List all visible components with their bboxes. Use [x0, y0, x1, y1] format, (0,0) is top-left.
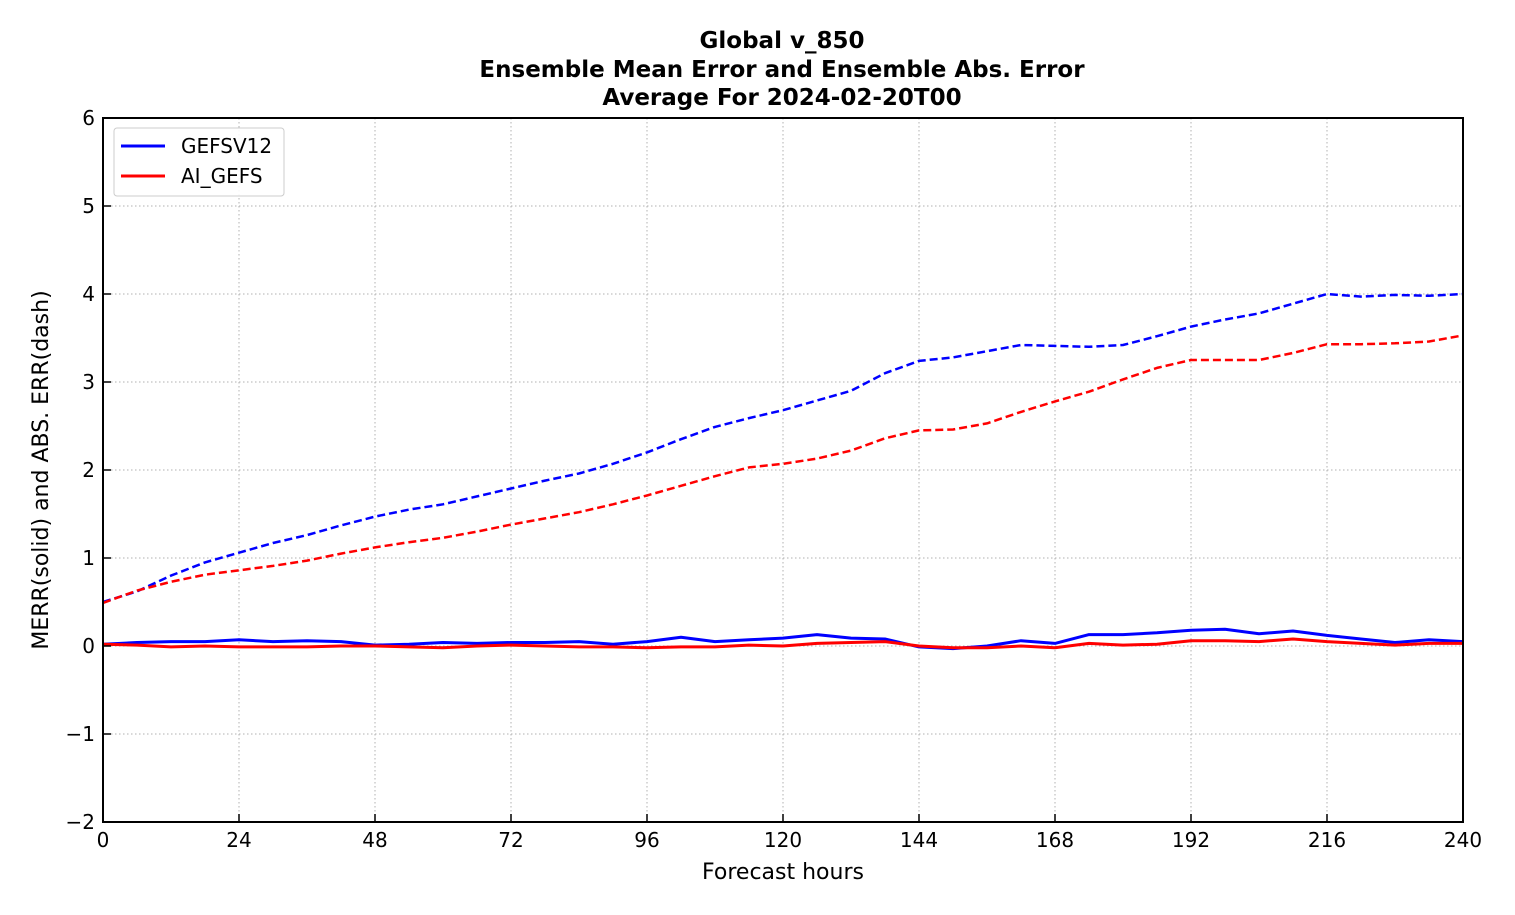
y-tick-label: −1: [66, 722, 95, 746]
legend-label-gefsv12: GEFSV12: [181, 134, 272, 158]
x-tick-label: 240: [1444, 828, 1482, 852]
chart-title-line-1: Global v_850: [700, 28, 865, 54]
chart-title: Global v_850 Ensemble Mean Error and Ens…: [479, 28, 1085, 111]
y-tick-label: 0: [82, 634, 95, 658]
abs-err-line-gefsv12: [102, 292, 1464, 604]
y-tick-label: 3: [82, 370, 95, 394]
merr-line-ai-gefs: [102, 637, 1463, 650]
x-tick-label: 168: [1036, 828, 1074, 852]
x-tick-label: 192: [1172, 828, 1210, 852]
y-tick-label: 4: [82, 282, 95, 306]
x-tick-label: 216: [1308, 828, 1346, 852]
x-tick-label: 120: [764, 828, 802, 852]
y-tick-label: −2: [66, 810, 95, 834]
y-tick-label: 5: [82, 194, 95, 218]
axis-ticks: 0 24 48 72 96 120 144 168 192 216 240 −2 −1 0 1 2 3 4 5 6: [66, 106, 1483, 852]
legend: GEFSV12 AI_GEFS: [113, 127, 285, 197]
y-tick-label: 6: [82, 106, 95, 130]
x-tick-label: 72: [498, 828, 523, 852]
chart-title-line-3: Average For 2024-02-20T00: [602, 85, 961, 111]
series-lines: [102, 292, 1464, 651]
y-axis-label: MERR(solid) and ABS. ERR(dash): [29, 290, 54, 649]
y-tick-label: 1: [82, 546, 95, 570]
x-tick-label: 0: [97, 828, 110, 852]
chart-title-line-2: Ensemble Mean Error and Ensemble Abs. Er…: [479, 57, 1085, 83]
x-axis-label: Forecast hours: [702, 860, 864, 885]
y-tick-label: 2: [82, 458, 95, 482]
x-tick-label: 96: [634, 828, 659, 852]
merr-line-gefsv12: [102, 627, 1464, 651]
x-tick-label: 24: [226, 828, 251, 852]
legend-label-ai-gefs: AI_GEFS: [181, 164, 263, 188]
x-tick-label: 48: [362, 828, 387, 852]
grid-lines: [102, 117, 1464, 823]
abs-err-line-ai-gefs: [102, 334, 1464, 605]
x-tick-label: 144: [900, 828, 938, 852]
